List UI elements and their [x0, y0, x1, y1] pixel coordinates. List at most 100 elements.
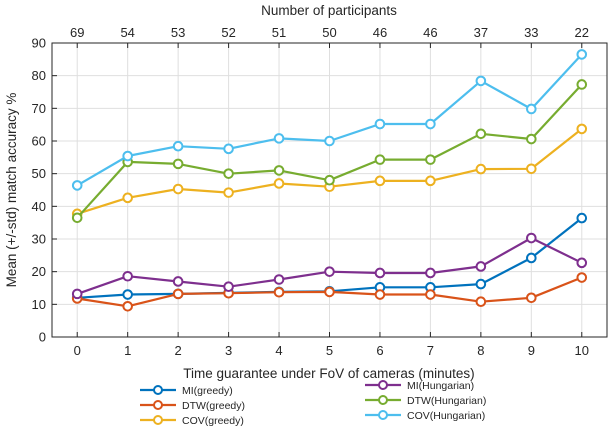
- data-point: [122, 300, 133, 312]
- data-point: [223, 281, 234, 292]
- legend-label: DTW(greedy): [182, 400, 245, 412]
- legend: MI(greedy) DTW(greedy) COV(greedy) MI(Hunga…: [140, 380, 486, 426]
- legend-label: MI(Hungarian): [407, 380, 474, 392]
- data-point: [122, 289, 133, 300]
- x-tick-label: 5: [326, 343, 333, 358]
- series-mi-hungarian-: [71, 232, 588, 300]
- data-point: [223, 168, 234, 179]
- legend-item: DTW(Hungarian): [365, 395, 486, 407]
- data-point: [576, 49, 588, 60]
- data-point: [71, 288, 83, 300]
- data-point: [273, 133, 285, 144]
- data-point: [526, 103, 537, 115]
- x-tick-label: 1: [124, 343, 131, 358]
- data-point: [425, 118, 436, 130]
- data-point: [526, 133, 537, 145]
- series-dtw-hungarian-: [71, 79, 588, 224]
- legend-item: COV(greedy): [140, 415, 244, 426]
- data-point: [273, 286, 285, 298]
- top-tick-label: 53: [171, 25, 185, 40]
- legend-swatch-marker: [153, 385, 163, 395]
- y-tick-label: 50: [32, 166, 46, 181]
- top-tick-label: 46: [423, 25, 437, 40]
- data-point: [172, 276, 184, 287]
- data-point: [475, 278, 487, 290]
- x-tick-label: 7: [427, 343, 434, 358]
- data-point: [425, 175, 436, 187]
- y-tick-label: 0: [39, 330, 46, 345]
- data-point: [526, 292, 537, 304]
- data-point: [324, 174, 335, 186]
- data-point: [374, 267, 386, 279]
- data-point: [324, 286, 335, 298]
- x-tick-label: 6: [376, 343, 383, 358]
- y-tick-label: 10: [32, 297, 46, 312]
- data-point: [526, 232, 537, 244]
- legend-item: MI(greedy): [140, 385, 233, 397]
- top-tick-label: 52: [221, 25, 235, 40]
- y-axis-title: Mean (+/-std) match accuracy %: [4, 93, 19, 288]
- legend-label: MI(greedy): [182, 385, 233, 397]
- data-point: [172, 140, 184, 152]
- x-tick-label: 0: [74, 343, 81, 358]
- top-tick-label: 54: [120, 25, 134, 40]
- x-tick-label: 2: [175, 343, 182, 358]
- top-axis-title: Number of participants: [261, 3, 397, 18]
- ticks: 0 10 20 30 40 50 60 70 80 90 0 69 1 54 2 53 3 52 4 51 5 50 6 46…: [32, 25, 589, 358]
- data-point: [576, 79, 588, 90]
- top-tick-label: 37: [474, 25, 488, 40]
- x-tick-label: 9: [528, 343, 535, 358]
- data-point: [324, 135, 335, 147]
- x-tick-label: 3: [225, 343, 232, 358]
- data-point: [172, 183, 184, 195]
- legend-swatch-marker: [378, 380, 388, 390]
- data-point: [576, 212, 588, 224]
- data-point: [374, 175, 386, 187]
- x-tick-label: 8: [477, 343, 484, 358]
- top-tick-label: 69: [70, 25, 84, 40]
- x-tick-label: 10: [575, 343, 589, 358]
- legend-label: DTW(Hungarian): [407, 395, 486, 407]
- series-dtw-greedy-: [71, 272, 588, 312]
- data-point: [172, 158, 184, 170]
- top-tick-label: 33: [524, 25, 538, 40]
- data-point: [374, 154, 386, 165]
- data-point: [122, 150, 133, 162]
- y-tick-label: 30: [32, 232, 46, 247]
- y-tick-label: 40: [32, 199, 46, 214]
- data-point: [122, 270, 133, 282]
- data-point: [526, 163, 537, 175]
- data-point: [475, 261, 487, 272]
- y-tick-label: 80: [32, 68, 46, 83]
- data-point: [223, 143, 234, 155]
- series-layer: [71, 49, 588, 312]
- top-tick-label: 22: [575, 25, 589, 40]
- y-tick-label: 20: [32, 264, 46, 279]
- legend-item: MI(Hungarian): [365, 380, 474, 392]
- legend-swatch-marker: [153, 415, 163, 425]
- data-point: [475, 163, 487, 175]
- legend-swatch-marker: [378, 410, 388, 420]
- series-cov-hungarian-: [71, 49, 588, 191]
- top-tick-label: 51: [272, 25, 286, 40]
- legend-label: COV(Hungarian): [407, 410, 485, 422]
- data-point: [374, 289, 386, 300]
- data-point: [425, 289, 436, 300]
- data-point: [576, 257, 588, 269]
- top-tick-label: 50: [322, 25, 336, 40]
- data-point: [71, 180, 83, 191]
- data-point: [273, 178, 285, 189]
- data-point: [122, 192, 133, 204]
- y-tick-label: 60: [32, 134, 46, 149]
- legend-item: COV(Hungarian): [365, 410, 485, 422]
- legend-swatch-marker: [378, 395, 388, 405]
- data-point: [223, 187, 234, 198]
- data-point: [324, 266, 335, 277]
- data-point: [172, 288, 184, 300]
- data-point: [475, 296, 487, 308]
- data-point: [475, 75, 487, 87]
- data-point: [273, 165, 285, 176]
- data-point: [273, 274, 285, 285]
- data-point: [425, 154, 436, 165]
